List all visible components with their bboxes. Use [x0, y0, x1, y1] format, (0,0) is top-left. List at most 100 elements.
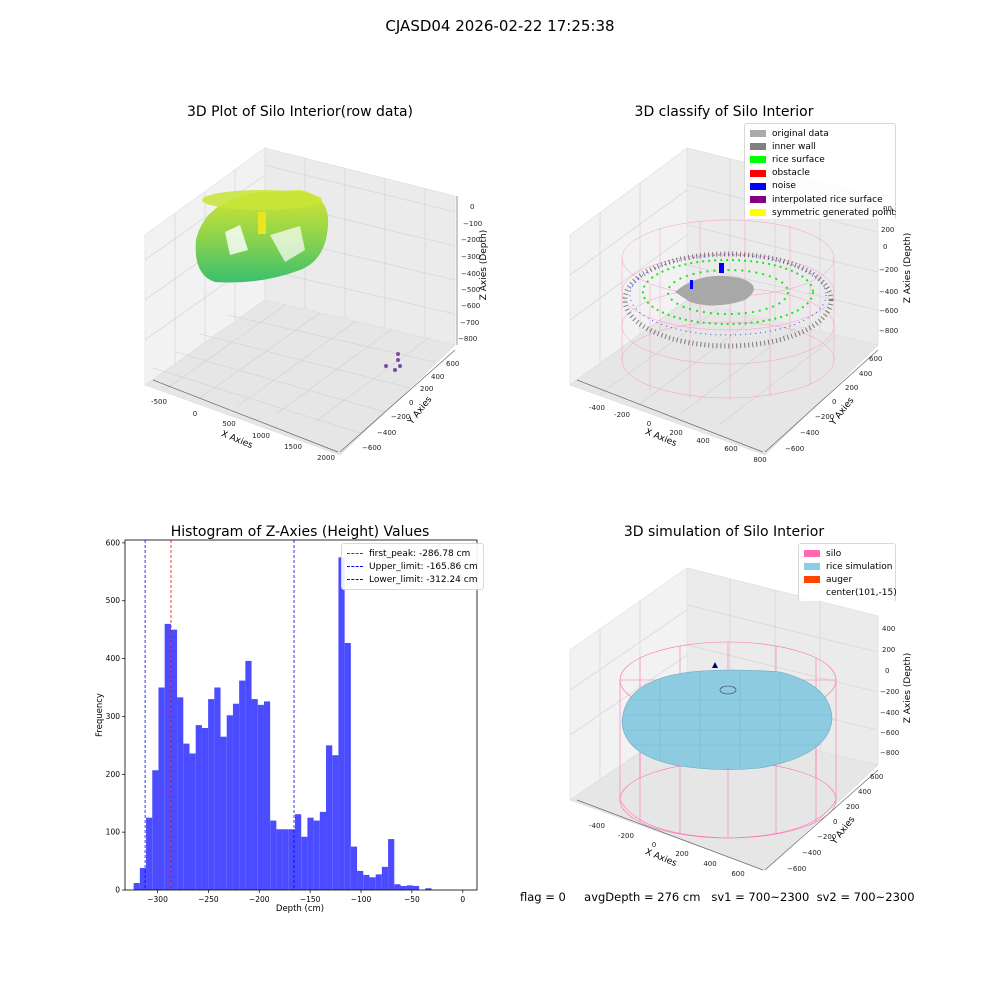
histogram-bar — [381, 866, 389, 890]
histogram-bar — [307, 817, 314, 890]
svg-text:−200: −200 — [817, 833, 836, 841]
svg-text:-200: -200 — [618, 832, 634, 840]
histogram-bar — [170, 629, 178, 890]
panel2-ticks: -400 -200 0 200 400 600 800 600 400 200 … — [589, 205, 898, 464]
svg-text:−200: −200 — [815, 413, 834, 421]
svg-text:400: 400 — [882, 625, 895, 633]
histogram-bar — [425, 888, 432, 890]
histogram-bar — [183, 743, 190, 890]
svg-text:200: 200 — [881, 226, 894, 234]
svg-text:−300: −300 — [461, 253, 480, 261]
svg-text:−400: −400 — [377, 429, 396, 437]
histogram-bar — [139, 868, 147, 890]
svg-text:200: 200 — [845, 384, 858, 392]
histogram-bar — [133, 883, 140, 890]
svg-text:1000: 1000 — [252, 432, 270, 440]
sv2-text: sv2 = 700~2300 — [816, 890, 915, 904]
histogram-ylabel: Frequency — [95, 693, 105, 737]
svg-text:0: 0 — [832, 398, 836, 406]
legend-swatch-symmetric — [750, 209, 766, 217]
histogram-bar — [294, 814, 302, 890]
histogram-bar — [406, 885, 413, 890]
histogram-bar — [388, 839, 395, 890]
svg-text:−400: −400 — [802, 849, 821, 857]
panel1-zlabel: Z Axies (Depth) — [479, 230, 489, 301]
svg-text:−200: −200 — [880, 688, 899, 696]
y-tick-label: 300 — [106, 712, 121, 721]
svg-text:-500: -500 — [151, 398, 167, 406]
legend-swatch-original — [750, 130, 766, 138]
svg-text:600: 600 — [869, 355, 882, 363]
histogram-bar — [270, 820, 277, 890]
svg-text:-400: -400 — [589, 404, 605, 412]
panel1-title: 3D Plot of Silo Interior(row data) — [186, 104, 414, 120]
x-tick-label: −50 — [404, 895, 420, 904]
histogram-bar — [201, 728, 209, 890]
histogram-bar — [164, 623, 171, 890]
svg-text:−200: −200 — [461, 236, 480, 244]
histogram-bar — [400, 885, 407, 890]
svg-text:−400: −400 — [800, 429, 819, 437]
histogram-bar — [375, 874, 382, 890]
histogram-bar — [177, 697, 184, 890]
rice-simulation-surface — [621, 669, 833, 770]
x-tick-label: −250 — [198, 895, 219, 904]
histogram-bar — [189, 753, 196, 890]
svg-text:−800: −800 — [880, 749, 899, 757]
histogram-bar — [208, 699, 215, 890]
x-tick-label: −200 — [249, 895, 270, 904]
histogram-bar — [214, 687, 221, 890]
svg-text:0: 0 — [885, 667, 889, 675]
flag-text: flag = 0 — [520, 890, 566, 904]
histogram-bar — [363, 874, 370, 890]
svg-text:0: 0 — [193, 410, 197, 418]
legend-swatch-noise — [750, 182, 766, 190]
outlier-point — [396, 352, 400, 356]
histogram-bar — [332, 755, 339, 890]
svg-text:−400: −400 — [879, 288, 898, 296]
panel4-xlabel: X Axies — [643, 847, 678, 869]
svg-text:2000: 2000 — [317, 454, 335, 462]
avg-depth-text: avgDepth = 276 cm — [584, 890, 701, 904]
legend-swatch-obstacle — [750, 169, 766, 177]
panel1-ticks: -500 0 500 1000 1500 2000 600 400 200 0 … — [151, 203, 482, 462]
legend-line-upper-limit — [347, 566, 363, 568]
histogram-bar — [288, 829, 295, 890]
legend-swatch-silo — [804, 550, 820, 558]
histogram-bar — [282, 829, 289, 890]
panel2-legend: original data inner wall rice surface ob… — [744, 123, 896, 219]
svg-text:−600: −600 — [461, 302, 480, 310]
histogram-bar — [338, 557, 345, 890]
svg-text:0: 0 — [470, 203, 474, 211]
x-tick-label: 0 — [460, 895, 465, 904]
y-tick-label: 200 — [106, 770, 121, 779]
sv1-text: sv1 = 700~2300 — [711, 890, 810, 904]
histogram-bar — [326, 745, 333, 890]
svg-text:−200: −200 — [391, 413, 410, 421]
svg-text:−100: −100 — [463, 220, 482, 228]
figure-title: CJASD04 2026-02-22 17:25:38 — [385, 17, 615, 35]
histogram-bar — [394, 884, 401, 890]
svg-text:−800: −800 — [879, 327, 898, 335]
panel4-ticks: -400 -200 0 200 400 600 600 400 200 0 −2… — [589, 625, 899, 878]
svg-text:0: 0 — [647, 420, 651, 428]
legend-line-lower-limit — [347, 579, 363, 581]
svg-text:00: 00 — [883, 205, 892, 213]
svg-text:800: 800 — [753, 456, 766, 464]
panel4-title: 3D simulation of Silo Interior — [623, 524, 825, 540]
svg-text:600: 600 — [446, 360, 459, 368]
histogram-bar — [232, 703, 240, 890]
y-tick-label: 400 — [106, 654, 121, 663]
svg-text:0: 0 — [883, 243, 887, 251]
panel4-legend: silo rice simulation auger center(101,-1… — [798, 543, 896, 601]
legend-line-first-peak — [347, 553, 363, 555]
svg-text:0: 0 — [833, 818, 837, 826]
histogram-bar — [220, 736, 227, 890]
panel1-3d-plot: -500 0 500 1000 1500 2000 600 400 200 0 … — [144, 147, 489, 462]
svg-text:0: 0 — [652, 841, 656, 849]
svg-text:600: 600 — [724, 445, 737, 453]
svg-text:200: 200 — [846, 803, 859, 811]
histogram-bar — [357, 870, 364, 890]
histogram-bar — [226, 715, 233, 890]
panel2-3d-plot: original data inner wall rice surface ob… — [569, 123, 913, 464]
